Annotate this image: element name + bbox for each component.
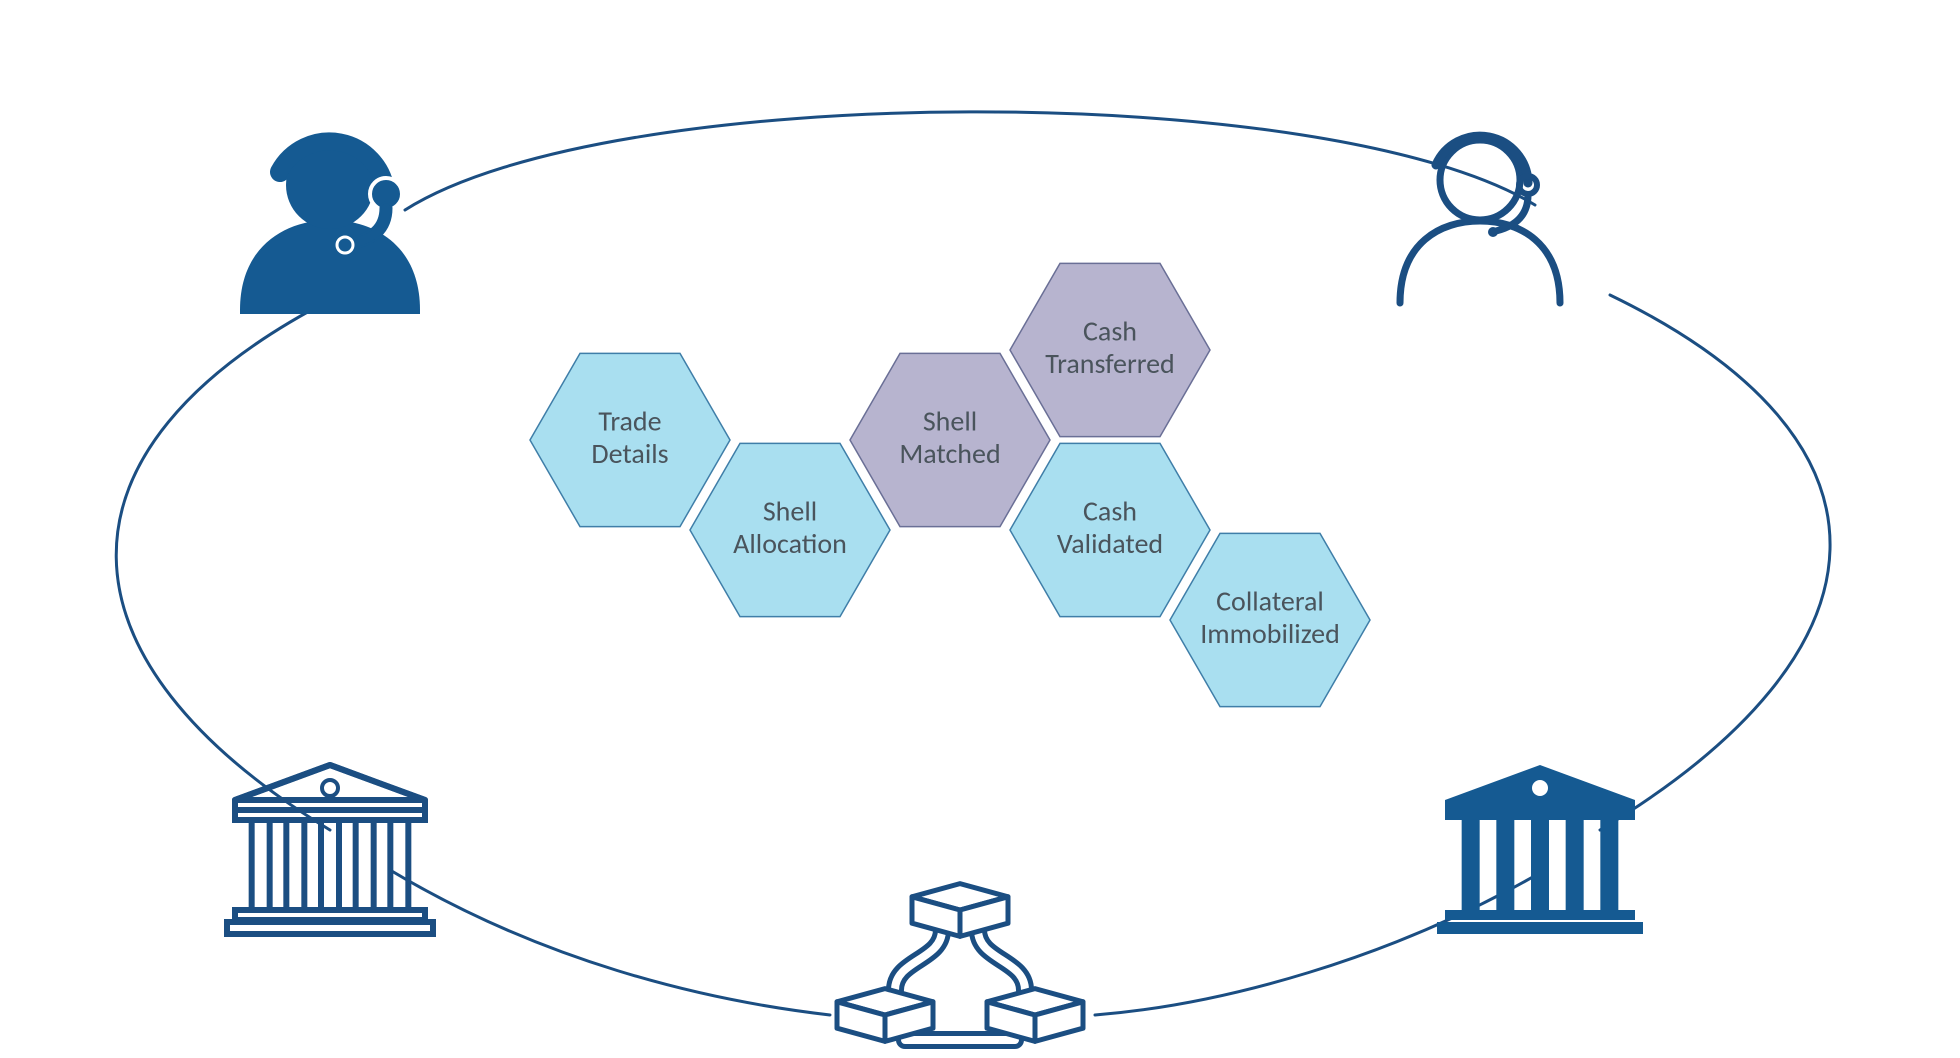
bank-outline-icon — [227, 765, 433, 934]
agent-filled-icon — [240, 141, 420, 314]
hex-label-shell-allocation-0: Shell — [763, 494, 817, 529]
hex-label-shell-allocation-1: Allocation — [733, 526, 847, 561]
hex-label-trade-details-0: Trade — [598, 404, 661, 439]
hex-shell-matched: ShellMatched — [850, 353, 1050, 526]
hex-label-cash-transferred-0: Cash — [1083, 314, 1137, 349]
hex-label-cash-validated-1: Validated — [1057, 526, 1163, 561]
hex-group: TradeDetailsShellAllocationShellMatchedC… — [530, 263, 1370, 706]
hex-cash-validated: CashValidated — [1010, 443, 1210, 616]
ellipse-arc-2 — [390, 870, 830, 1015]
hex-label-cash-validated-0: Cash — [1083, 494, 1137, 529]
diagram-root: TradeDetailsShellAllocationShellMatchedC… — [0, 0, 1960, 1058]
hex-cash-transferred: CashTransferred — [1010, 263, 1210, 436]
hex-label-collateral-immob-0: Collateral — [1216, 584, 1324, 619]
hex-label-cash-transferred-1: Transferred — [1045, 346, 1175, 381]
ellipse-arc-1 — [1600, 295, 1830, 830]
hex-label-shell-matched-1: Matched — [899, 436, 1000, 471]
hex-trade-details: TradeDetails — [530, 353, 730, 526]
hex-label-trade-details-1: Details — [591, 436, 668, 471]
hex-label-shell-matched-0: Shell — [923, 404, 977, 439]
ellipse-arc-0 — [405, 112, 1535, 210]
hex-label-collateral-immob-1: Immobilized — [1200, 616, 1340, 651]
blockchain-icon — [837, 884, 1083, 1042]
hex-shell-allocation: ShellAllocation — [690, 443, 890, 616]
ellipse-arc-4 — [116, 300, 330, 830]
bank-filled-icon — [1437, 765, 1643, 934]
hex-collateral-immob: CollateralImmobilized — [1170, 533, 1370, 706]
